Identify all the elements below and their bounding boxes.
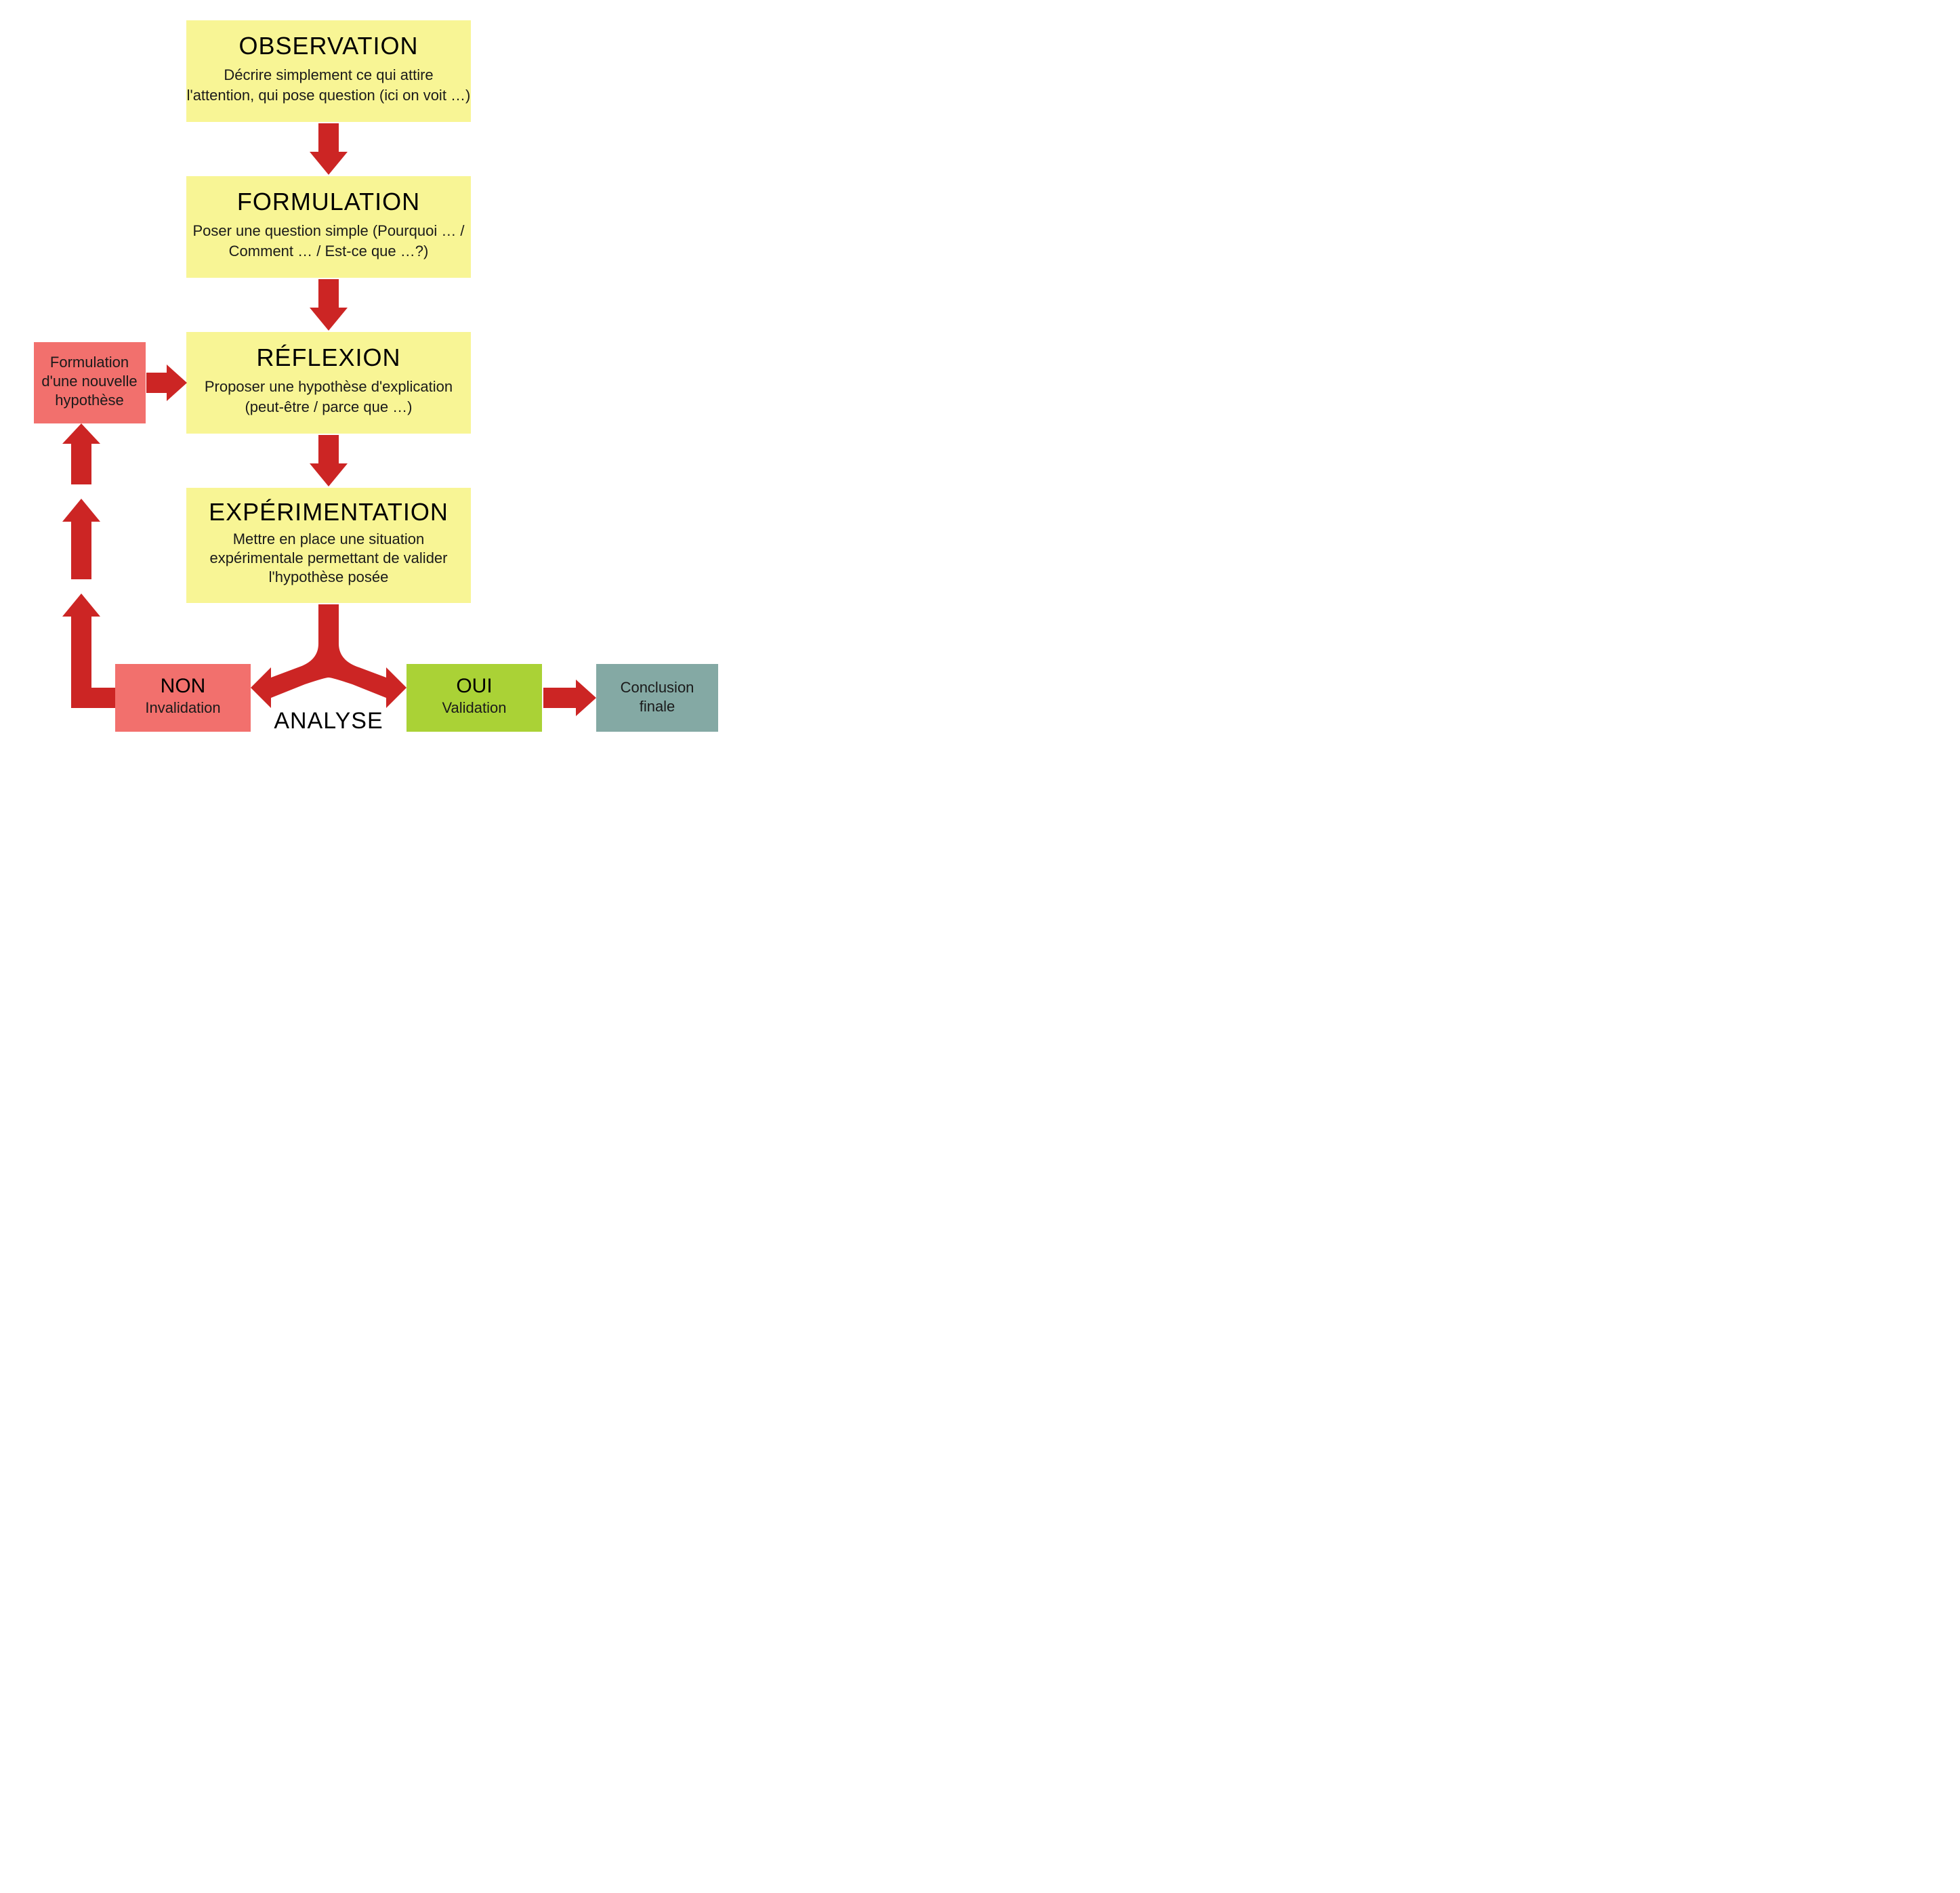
new-hypothesis-line3: hypothèse — [55, 392, 124, 409]
node-reflexion-desc1: Proposer une hypothèse d'explication — [205, 378, 453, 395]
node-experimentation-desc1: Mettre en place une situation — [233, 531, 425, 547]
node-formulation-desc2: Comment … / Est-ce que …?) — [229, 243, 429, 259]
new-hypothesis-line2: d'une nouvelle — [41, 373, 137, 390]
node-observation-desc1: Décrire simplement ce qui attire — [224, 66, 433, 83]
node-experimentation-title: EXPÉRIMENTATION — [209, 498, 449, 526]
node-experimentation: EXPÉRIMENTATION Mettre en place une situ… — [186, 488, 471, 603]
conclusion-line2: finale — [640, 698, 675, 715]
node-new-hypothesis: Formulation d'une nouvelle hypothèse — [34, 342, 146, 423]
node-non-subtitle: Invalidation — [145, 699, 220, 716]
arrow-down-3 — [310, 435, 348, 486]
conclusion-line1: Conclusion — [621, 679, 694, 696]
node-observation-desc2: l'attention, qui pose question (ici on v… — [187, 87, 471, 104]
node-formulation-title: FORMULATION — [237, 188, 420, 215]
node-formulation: FORMULATION Poser une question simple (P… — [186, 176, 471, 278]
arrow-oui-to-conclusion — [543, 680, 596, 716]
node-observation-title: OBSERVATION — [238, 32, 418, 60]
arrow-feedback-up-3 — [62, 423, 100, 484]
node-experimentation-desc3: l'hypothèse posée — [269, 568, 389, 585]
node-conclusion: Conclusion finale — [596, 664, 718, 732]
arrow-fork-analyse — [251, 604, 406, 708]
node-reflexion-title: RÉFLEXION — [256, 344, 400, 371]
node-formulation-desc1: Poser une question simple (Pourquoi … / — [192, 222, 465, 239]
node-oui: OUI Validation — [406, 664, 542, 732]
arrow-down-1 — [310, 123, 348, 175]
new-hypothesis-line1: Formulation — [50, 354, 129, 371]
node-observation: OBSERVATION Décrire simplement ce qui at… — [186, 20, 471, 122]
node-oui-subtitle: Validation — [442, 699, 507, 716]
node-oui-bg — [406, 664, 542, 732]
node-non: NON Invalidation — [115, 664, 251, 732]
arrow-hypothesis-to-reflexion — [146, 365, 187, 401]
flowchart-canvas: OBSERVATION Décrire simplement ce qui at… — [0, 0, 813, 786]
arrow-down-2 — [310, 279, 348, 331]
node-non-title: NON — [161, 675, 206, 697]
node-oui-title: OUI — [456, 675, 492, 697]
arrow-feedback-up-2 — [62, 499, 100, 579]
analyse-label: ANALYSE — [274, 708, 383, 734]
node-experimentation-desc2: expérimentale permettant de valider — [210, 549, 448, 566]
arrow-feedback-elbow — [62, 594, 115, 708]
node-reflexion-desc2: (peut-être / parce que …) — [245, 398, 412, 415]
node-non-bg — [115, 664, 251, 732]
node-reflexion: RÉFLEXION Proposer une hypothèse d'expli… — [186, 332, 471, 434]
